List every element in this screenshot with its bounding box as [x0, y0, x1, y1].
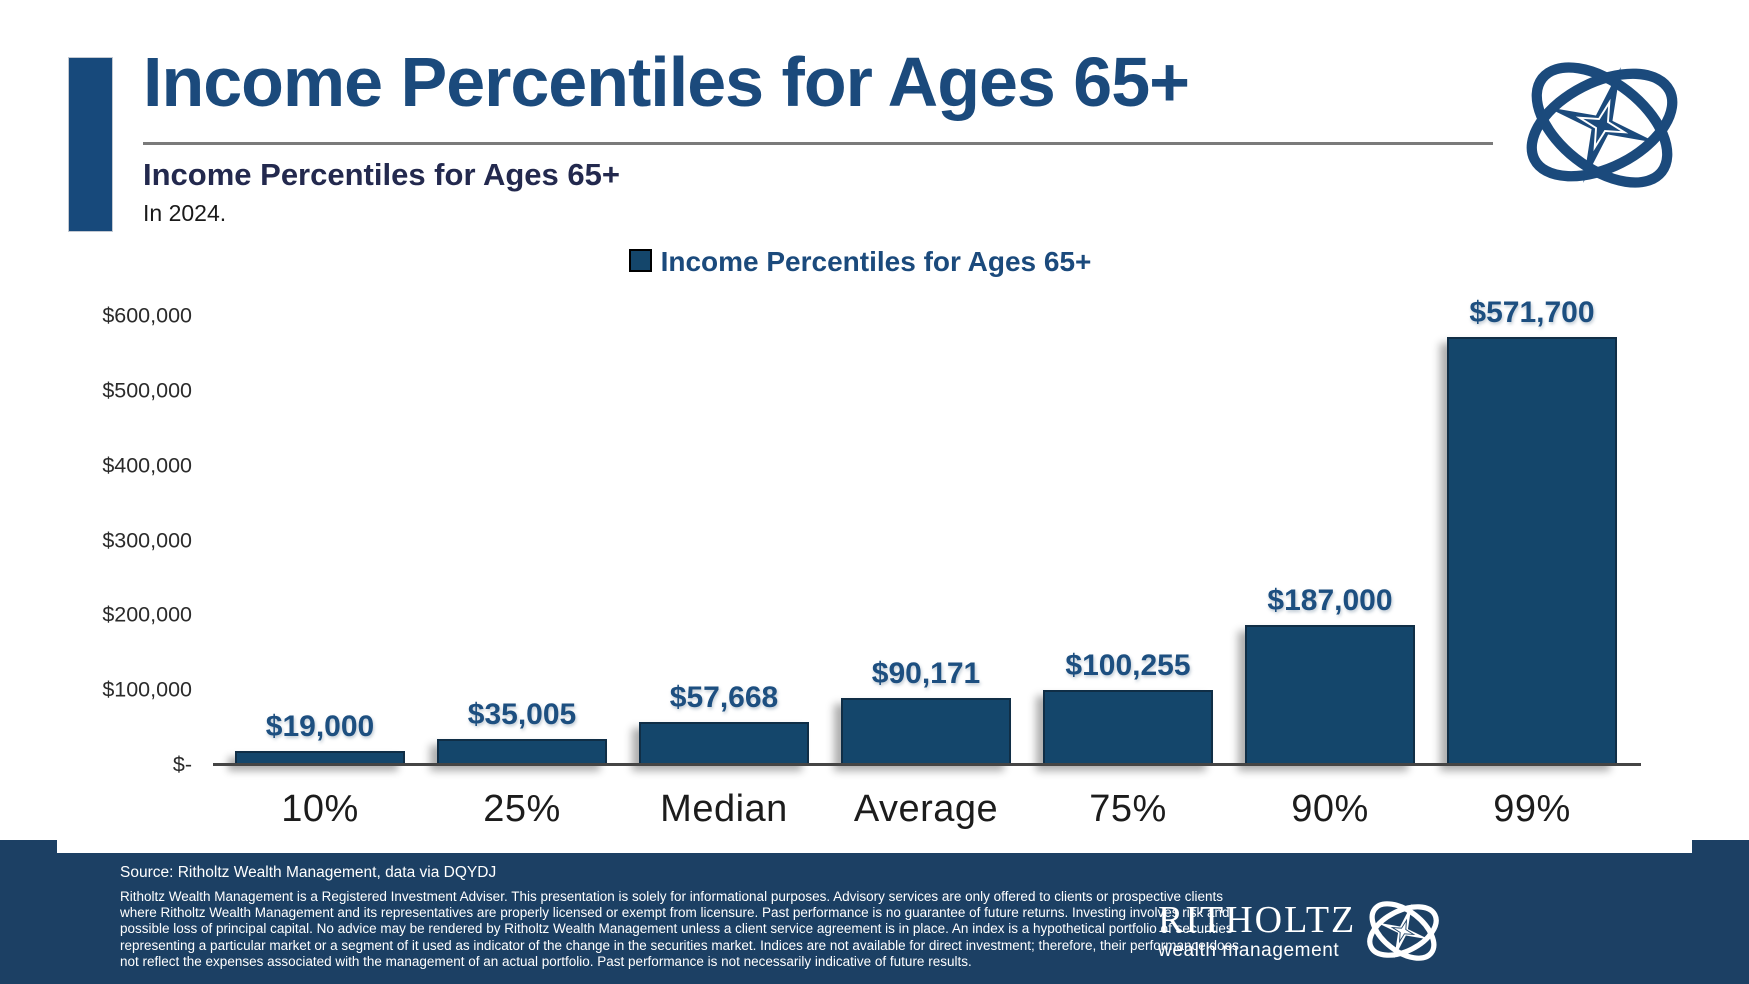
- page-title: Income Percentiles for Ages 65+: [143, 43, 1190, 121]
- y-axis-tick: $300,000: [102, 528, 192, 552]
- x-axis-label: 90%: [1291, 788, 1369, 830]
- x-axis-line: [213, 763, 1641, 766]
- chart-legend: Income Percentiles for Ages 65+: [80, 246, 1640, 278]
- x-axis-label: 99%: [1493, 788, 1571, 830]
- y-axis-tick: $-: [172, 752, 192, 777]
- plot-area: $19,000 $35,005 $57,668 $90,171 $100,255 $187…: [219, 296, 1633, 765]
- x-axis-label: Average: [853, 788, 999, 830]
- y-axis: $600,000 $500,000 $400,000 $300,000 $200,000…: [60, 304, 192, 777]
- x-axis-label: 25%: [483, 788, 561, 830]
- bar-value-label: $100,255: [1065, 648, 1191, 682]
- bar-value-label: $90,171: [871, 656, 981, 690]
- y-axis-tick: $600,000: [102, 303, 192, 328]
- bar: [841, 697, 1011, 765]
- bar-column: $57,668: [623, 316, 825, 765]
- source-note: Source: Ritholtz Wealth Management, data…: [120, 864, 497, 881]
- bar: [1043, 689, 1213, 765]
- x-axis-label: Median: [660, 788, 788, 830]
- brand-tagline: wealth management: [1158, 939, 1340, 961]
- title-accent-bar: [68, 57, 113, 232]
- bar: [1447, 337, 1617, 765]
- y-axis-tick: $400,000: [102, 453, 192, 478]
- disclaimer-text: Ritholtz Wealth Management is a Register…: [120, 889, 1239, 969]
- x-axis-labels: 10% 25% Median Average 75% 90% 99%: [219, 788, 1633, 831]
- x-axis-label: 10%: [281, 788, 359, 830]
- footer: [0, 853, 1749, 984]
- y-axis-tick: $100,000: [102, 677, 192, 702]
- bar-column: $571,700: [1431, 296, 1633, 765]
- bar-value-label: $571,700: [1469, 296, 1595, 330]
- bar: [1245, 625, 1415, 765]
- bar: [639, 721, 809, 765]
- bar: [437, 738, 607, 765]
- bar-value-label: $35,005: [467, 697, 577, 731]
- footer-brand-logo: RITHOLTZ wealth management: [1158, 888, 1444, 974]
- ritholtz-compass-logo: [1526, 62, 1678, 188]
- bar-column: $90,171: [825, 316, 1027, 765]
- bar-value-label: $187,000: [1267, 584, 1393, 618]
- x-axis-label: 75%: [1089, 788, 1167, 830]
- brand-compass-icon: [1367, 901, 1440, 961]
- bar-column: $187,000: [1229, 316, 1431, 765]
- title-underline: [143, 142, 1493, 145]
- legend-marker: [628, 249, 652, 272]
- footer-notch-left: [0, 840, 57, 854]
- chart-title: Income Percentiles for Ages 65+: [143, 157, 620, 192]
- bar-column: $100,255: [1027, 316, 1229, 765]
- y-axis-tick: $200,000: [102, 602, 192, 627]
- footer-notch-right: [1692, 840, 1749, 854]
- bar-column: $35,005: [421, 316, 623, 765]
- brand-name: RITHOLTZ: [1158, 898, 1357, 941]
- bar-column: $19,000: [219, 316, 421, 765]
- bar-value-label: $19,000: [265, 709, 375, 743]
- y-axis-tick: $500,000: [102, 378, 192, 403]
- bar-value-label: $57,668: [669, 680, 779, 714]
- legend-label: Income Percentiles for Ages 65+: [660, 246, 1092, 277]
- chart-period: In 2024.: [143, 200, 227, 226]
